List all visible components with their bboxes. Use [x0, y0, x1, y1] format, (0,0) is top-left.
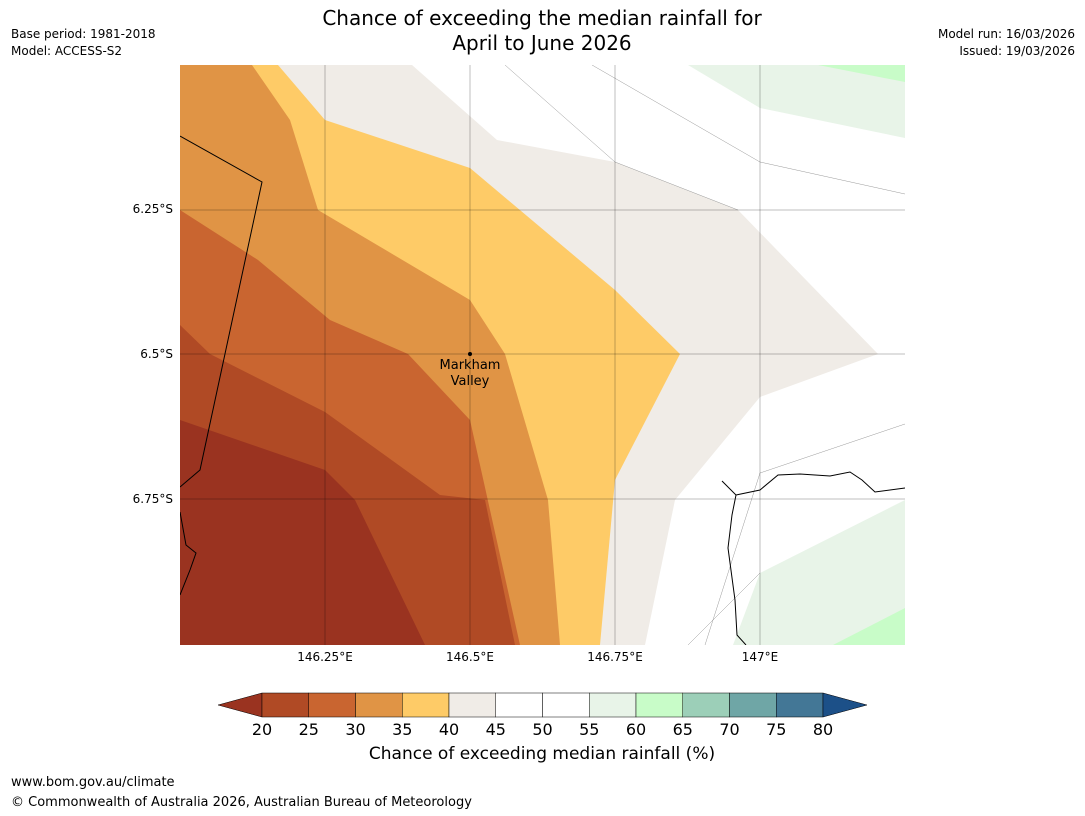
colorbar-tick-70: 70	[719, 720, 740, 739]
title-line-2: April to June 2026	[452, 31, 632, 55]
band-60-65-top	[818, 65, 905, 82]
colorbar-box-35-40	[402, 692, 450, 718]
colorbar-tick-60: 60	[625, 720, 647, 739]
band-60-65-bottom	[833, 608, 905, 645]
coastline	[180, 135, 905, 645]
issued-text: Issued: 19/03/2026	[959, 44, 1075, 58]
colorbar-tick-50: 50	[532, 720, 553, 739]
lon-label-146-25: 146.25°E	[297, 650, 353, 664]
colorbar-below-arrow	[217, 692, 263, 718]
colorbar-box-20-25	[261, 692, 309, 718]
lon-label-146-5: 146.5°E	[446, 650, 494, 664]
band-55-60-top	[688, 65, 905, 138]
lat-label-6-75: 6.75°S	[132, 492, 173, 506]
footer-copyright: © Commonwealth of Australia 2026, Austra…	[11, 795, 472, 810]
colorbar-box-50-55	[542, 692, 590, 718]
colorbar-box-55-60	[589, 692, 637, 718]
model-text: Model: ACCESS-S2	[11, 44, 123, 58]
band-below-20	[180, 420, 425, 645]
colorbar-tick-80: 80	[812, 720, 834, 739]
model-run-text: Model run: 16/03/2026	[937, 27, 1075, 41]
lat-label-6-25: 6.25°S	[132, 202, 173, 216]
title-line-1: Chance of exceeding the median rainfall …	[322, 6, 762, 30]
lon-label-147: 147°E	[741, 650, 779, 664]
colorbar-tick-65: 65	[672, 720, 693, 739]
colorbar-tick-20: 20	[251, 720, 273, 739]
place-name-line-2: Valley	[450, 374, 490, 389]
colorbar	[217, 692, 868, 718]
lon-label-146-75: 146.75°E	[587, 650, 643, 664]
meta-left: Base period: 1981-2018 Model: ACCESS-S2	[11, 26, 156, 60]
colorbar-label: Chance of exceeding median rainfall (%)	[368, 744, 716, 764]
band-55-60-bottom	[733, 500, 905, 645]
colorbar-box-30-35	[355, 692, 403, 718]
colorbar-boxes	[261, 692, 824, 718]
colorbar-tick-30: 30	[345, 720, 366, 739]
colorbar-box-45-50	[495, 692, 543, 718]
colorbar-box-75-80	[776, 692, 824, 718]
meta-right: Model run: 16/03/2026 Issued: 19/03/2026	[938, 26, 1075, 60]
place-label-markham-valley: Markham Valley	[420, 358, 520, 390]
footer-website: www.bom.gov.au/climate	[11, 775, 175, 790]
markham-valley-marker	[468, 352, 472, 356]
map-plot-area	[180, 65, 905, 645]
colorbar-box-40-45	[448, 692, 496, 718]
colorbar-tick-55: 55	[579, 720, 600, 739]
place-name-line-1: Markham	[439, 358, 501, 373]
map-title: Chance of exceeding the median rainfall …	[242, 6, 842, 56]
lat-label-6-5: 6.5°S	[140, 347, 173, 361]
graticule	[180, 65, 905, 645]
colorbar-tick-45: 45	[485, 720, 506, 739]
colorbar-tick-75: 75	[766, 720, 787, 739]
colorbar-tick-40: 40	[438, 720, 460, 739]
base-period-text: Base period: 1981-2018	[11, 27, 156, 41]
colorbar-above-arrow	[822, 692, 868, 718]
colorbar-box-60-65	[635, 692, 683, 718]
colorbar-box-65-70	[682, 692, 730, 718]
colorbar-box-25-30	[308, 692, 356, 718]
colorbar-tick-25: 25	[298, 720, 319, 739]
colorbar-tick-35: 35	[392, 720, 413, 739]
colorbar-box-70-75	[729, 692, 777, 718]
